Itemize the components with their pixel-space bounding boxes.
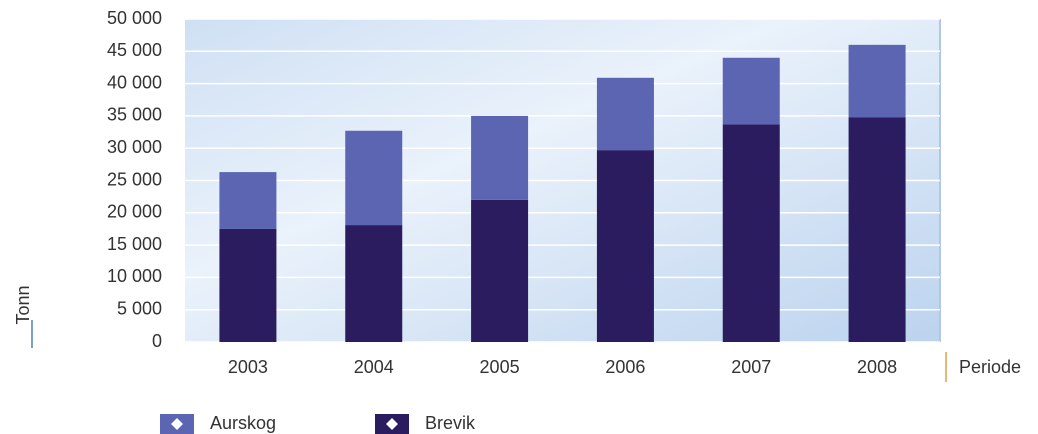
bar-segment — [219, 172, 277, 229]
x-axis-label: Periode — [959, 357, 1021, 377]
y-tick-label: 5 000 — [117, 298, 162, 318]
bar-segment — [345, 130, 403, 226]
y-tick-label: 10 000 — [107, 266, 162, 286]
legend-icon — [171, 418, 183, 430]
y-tick-label: 15 000 — [107, 234, 162, 254]
y-tick-label: 25 000 — [107, 169, 162, 189]
y-axis-label: Tonn — [13, 285, 33, 324]
bar-segment — [471, 115, 529, 200]
bar-segment — [722, 57, 780, 125]
x-tick-label: 2008 — [857, 357, 897, 377]
bar-segment — [219, 228, 277, 342]
y-tick-label: 30 000 — [107, 137, 162, 157]
y-tick-label: 50 000 — [107, 8, 162, 28]
bar-segment — [596, 77, 654, 151]
bar-segment — [596, 150, 654, 342]
x-tick-label: 2003 — [228, 357, 268, 377]
legend-label: Brevik — [425, 413, 476, 433]
bar-segment — [722, 124, 780, 342]
y-tick-label: 40 000 — [107, 72, 162, 92]
y-tick-label: 45 000 — [107, 40, 162, 60]
legend-label: Aurskog — [210, 413, 276, 433]
x-tick-label: 2004 — [354, 357, 394, 377]
bar-segment — [471, 199, 529, 342]
legend-icon — [386, 418, 398, 430]
bar-segment — [848, 117, 906, 342]
x-tick-label: 2006 — [605, 357, 645, 377]
y-tick-label: 20 000 — [107, 202, 162, 222]
bar-segment — [848, 44, 906, 118]
bar-segment — [345, 225, 403, 342]
x-tick-label: 2005 — [480, 357, 520, 377]
y-tick-label: 35 000 — [107, 105, 162, 125]
x-tick-label: 2007 — [731, 357, 771, 377]
y-tick-label: 0 — [152, 331, 162, 351]
